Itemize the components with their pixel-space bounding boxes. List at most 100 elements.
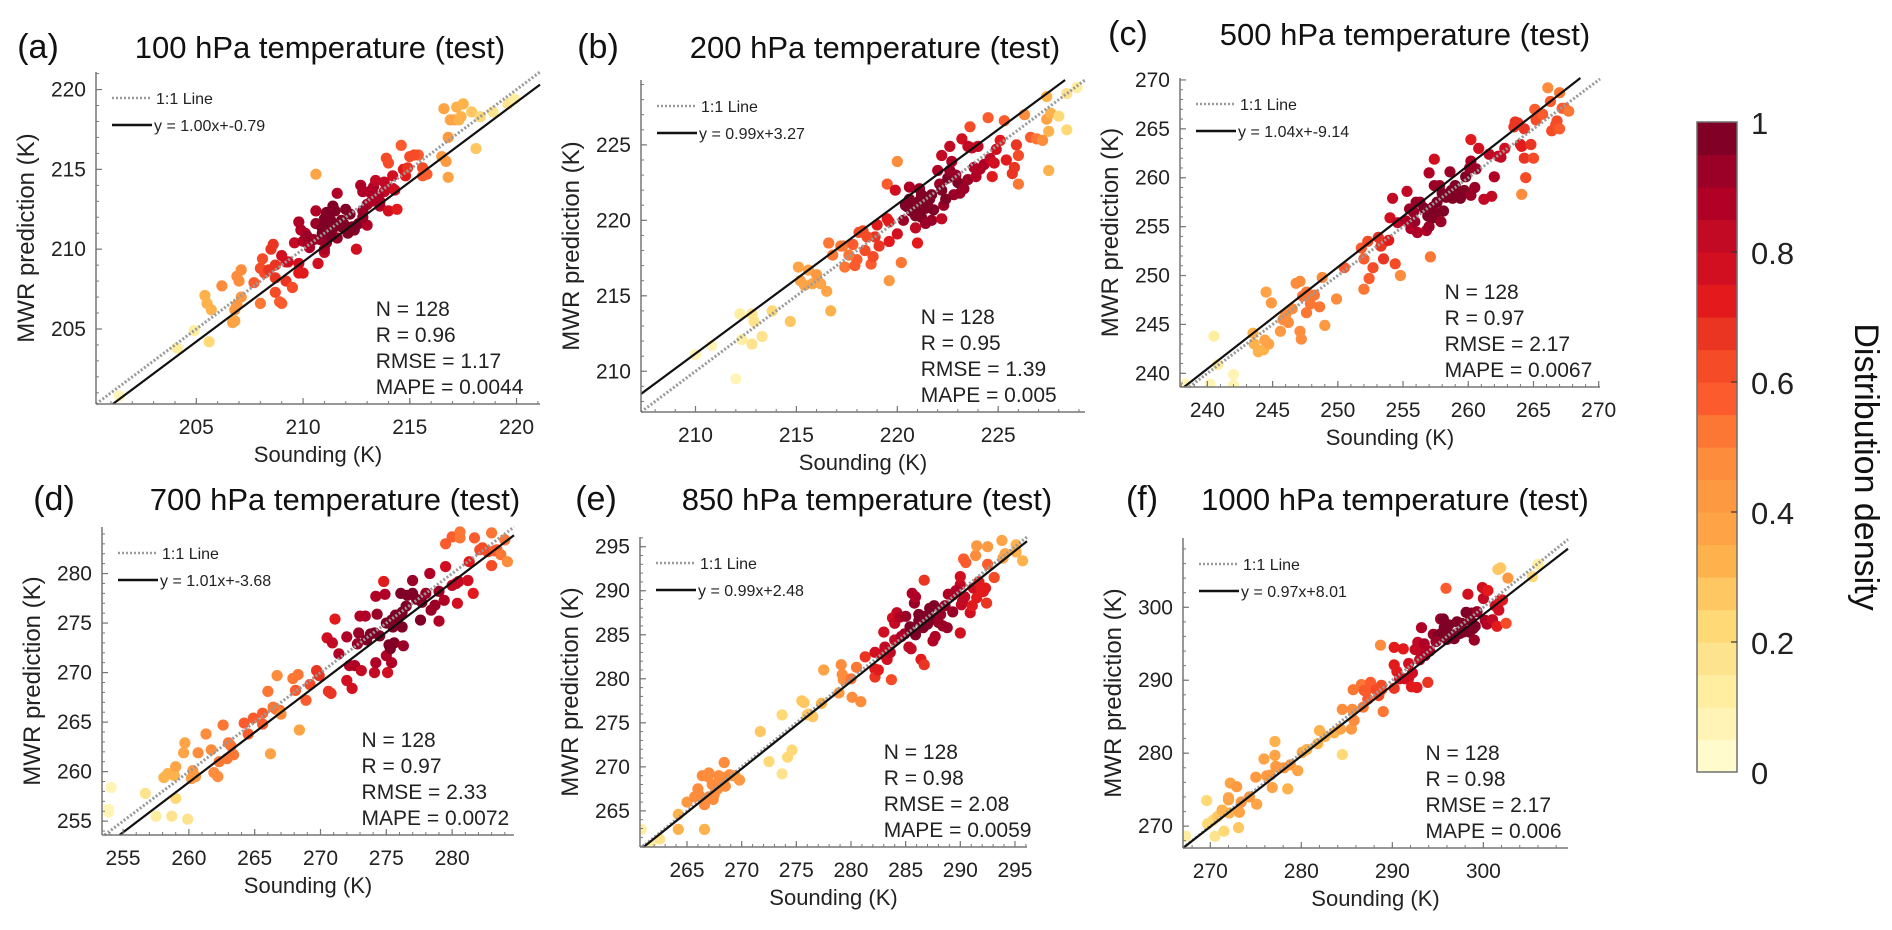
data-point: [387, 170, 399, 182]
data-point: [988, 571, 1000, 584]
data-point: [1233, 806, 1245, 818]
x-tick-label: 275: [369, 847, 404, 870]
data-point: [301, 230, 313, 242]
data-point: [996, 534, 1008, 547]
panel-label: (f): [1126, 480, 1158, 518]
data-point: [1488, 171, 1500, 183]
data-point: [926, 214, 938, 226]
data-point: [203, 336, 215, 348]
data-point: [855, 696, 867, 708]
data-point: [1362, 235, 1374, 247]
data-point: [378, 575, 390, 588]
data-point: [1377, 253, 1390, 265]
data-point: [1500, 617, 1512, 629]
data-point: [1258, 753, 1270, 765]
x-tick-label: 205: [179, 416, 214, 439]
data-point: [936, 149, 948, 162]
one-to-one-line: [95, 70, 541, 406]
data-point: [763, 756, 775, 768]
data-point: [947, 606, 959, 618]
panel-e: (e) 850 hPa temperature (test) 265 270 275 28…: [557, 480, 1052, 910]
stat-line: R = 0.95: [921, 332, 1001, 355]
colorbar-level: [1697, 707, 1737, 741]
data-point: [733, 774, 746, 786]
scatter-points: [103, 526, 513, 825]
data-point: [486, 560, 498, 572]
data-point: [397, 640, 409, 652]
x-tick-label: 260: [171, 847, 206, 870]
data-point: [451, 597, 463, 609]
data-point: [1204, 378, 1216, 387]
data-point: [212, 771, 224, 783]
data-point: [1263, 338, 1275, 350]
colorbar-tick-label: 1: [1751, 106, 1768, 141]
data-point: [1010, 139, 1023, 151]
stat-line: RMSE = 2.33: [362, 781, 487, 804]
legend-entry-fit: y = 1.04x+-9.14: [1238, 124, 1349, 141]
x-axis-label: Sounding (K): [254, 442, 382, 467]
data-point: [1348, 714, 1360, 727]
data-point: [1347, 684, 1359, 696]
data-point: [1314, 301, 1326, 313]
data-point: [928, 600, 940, 612]
y-tick-label: 295: [595, 536, 630, 559]
data-point: [1518, 152, 1530, 164]
colorbar-tick-label: 0.6: [1751, 366, 1794, 401]
data-point: [1411, 681, 1423, 694]
data-point: [1424, 251, 1436, 263]
legend-entry-fit: y = 1.01x+-3.68: [160, 573, 271, 590]
data-point: [463, 556, 475, 568]
y-tick-label: 290: [1138, 669, 1173, 692]
y-tick-label: 210: [51, 238, 86, 261]
data-point: [414, 614, 427, 626]
legend-entry-fit: y = 1.00x+-0.79: [154, 118, 265, 135]
data-point: [407, 574, 419, 587]
data-point: [216, 280, 228, 292]
y-tick-label: 270: [1135, 69, 1170, 92]
data-point: [486, 527, 498, 539]
x-tick-label: 265: [237, 847, 272, 870]
x-axis-label: Sounding (K): [769, 885, 897, 910]
data-point: [429, 599, 441, 611]
data-point: [466, 106, 478, 118]
data-point: [982, 112, 994, 124]
y-axis-label: MWR prediction (K): [1100, 588, 1127, 797]
data-point: [754, 726, 766, 738]
data-point: [734, 308, 746, 320]
data-point: [254, 297, 266, 309]
y-tick-label: 275: [595, 712, 630, 735]
data-point: [242, 728, 254, 740]
stat-line: N = 128: [1426, 742, 1500, 765]
data-point: [474, 111, 486, 123]
data-point: [368, 667, 381, 679]
stat-line: R = 0.97: [1445, 307, 1525, 330]
data-point: [1468, 634, 1480, 646]
data-point: [861, 231, 873, 243]
data-point: [310, 205, 322, 217]
data-point: [247, 712, 259, 724]
data-point: [370, 657, 382, 669]
data-point: [411, 593, 423, 605]
data-point: [292, 669, 304, 681]
data-point: [1308, 289, 1320, 301]
data-point: [256, 253, 269, 265]
panel-title: 200 hPa temperature (test): [690, 30, 1060, 65]
data-point: [391, 203, 403, 215]
data-point: [382, 667, 394, 679]
data-point: [1499, 142, 1511, 154]
data-point: [1041, 91, 1053, 103]
x-tick-label: 265: [1516, 399, 1551, 422]
data-point: [1269, 749, 1281, 762]
one-to-one-line: [103, 525, 515, 837]
data-point: [326, 637, 338, 649]
data-point: [1520, 172, 1532, 184]
data-point: [1525, 138, 1537, 151]
data-point: [1516, 140, 1528, 152]
y-tick-label: 220: [596, 209, 631, 232]
data-point: [150, 810, 162, 822]
stat-line: N = 128: [921, 306, 995, 329]
data-point: [883, 235, 895, 248]
panel-a: (a) 100 hPa temperature (test) 205 210 215 22…: [13, 28, 541, 467]
y-tick-label: 300: [1138, 596, 1173, 619]
colorbar-ticks: 0 0.2 0.4 0.6 0.8 1: [1731, 106, 1794, 791]
